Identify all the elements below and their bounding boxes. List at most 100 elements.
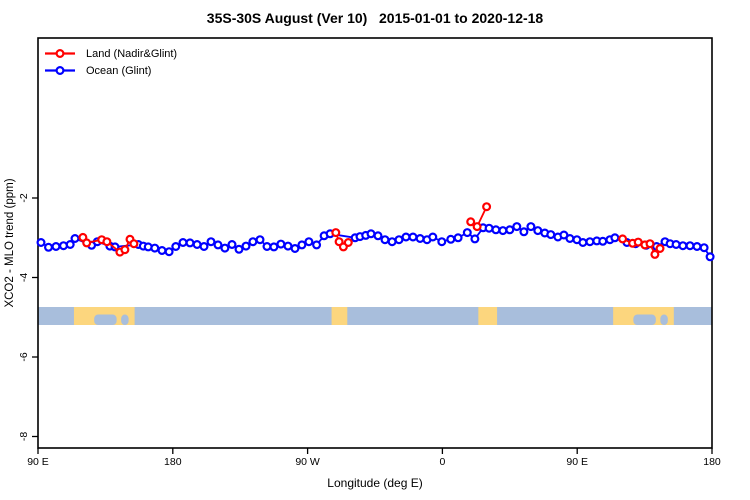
ocean-point bbox=[598, 236, 608, 246]
ocean-point bbox=[157, 246, 167, 256]
land-point bbox=[645, 239, 655, 249]
ocean-point bbox=[526, 222, 536, 232]
ocean-point bbox=[297, 240, 307, 250]
x-tick-label: 90 E bbox=[27, 456, 49, 468]
ocean-point bbox=[150, 243, 160, 253]
map-strip-coast-bite bbox=[660, 314, 668, 325]
legend-item-land: Land (Nadir&Glint) bbox=[44, 45, 177, 62]
land-point bbox=[331, 228, 341, 238]
x-tick-label: 90 W bbox=[295, 456, 320, 468]
ocean-point bbox=[269, 242, 279, 252]
land-point bbox=[650, 249, 660, 259]
ocean-point bbox=[565, 234, 575, 244]
ocean-point bbox=[366, 229, 376, 239]
ocean-point bbox=[185, 238, 195, 248]
ocean-point bbox=[206, 237, 216, 247]
ocean-point bbox=[290, 244, 300, 254]
ocean-point bbox=[192, 240, 202, 250]
legend: Land (Nadir&Glint) Ocean (Glint) bbox=[44, 45, 177, 79]
land-point bbox=[466, 217, 476, 227]
ocean-point bbox=[304, 237, 314, 247]
ocean-point bbox=[276, 239, 286, 249]
ocean-point bbox=[546, 230, 556, 240]
ocean-point bbox=[585, 237, 595, 247]
land-series-marker-icon bbox=[45, 48, 75, 59]
ocean-point bbox=[51, 242, 61, 252]
ocean-point bbox=[43, 242, 53, 252]
ocean-point bbox=[705, 252, 715, 262]
ocean-point bbox=[255, 235, 265, 245]
map-strip-land bbox=[478, 307, 498, 325]
x-axis-title: Longitude (deg E) bbox=[327, 476, 423, 490]
ocean-point bbox=[446, 234, 456, 244]
x-tick-label: 0 bbox=[439, 456, 445, 468]
chart-title: 35S-30S August (Ver 10) 2015-01-01 to 20… bbox=[206, 10, 544, 26]
map-strip-coast-bite bbox=[633, 314, 656, 325]
x-tick-label: 180 bbox=[703, 456, 721, 468]
ocean-point bbox=[519, 227, 529, 237]
ocean-point bbox=[199, 242, 209, 252]
ocean-series-marker-icon bbox=[45, 65, 75, 76]
ocean-point bbox=[394, 235, 404, 245]
ocean-point bbox=[380, 235, 390, 245]
ocean-point bbox=[387, 237, 397, 247]
ocean-point bbox=[415, 234, 425, 244]
ocean-point bbox=[491, 225, 501, 235]
ocean-point bbox=[283, 241, 293, 251]
x-tick-label: 180 bbox=[164, 456, 182, 468]
ocean-point bbox=[178, 238, 188, 248]
ocean-point bbox=[470, 234, 480, 244]
legend-label-land: Land (Nadir&Glint) bbox=[86, 47, 178, 60]
ocean-point bbox=[462, 228, 472, 238]
map-strip-ocean bbox=[38, 307, 712, 325]
ocean-point bbox=[213, 240, 223, 250]
ocean-point bbox=[36, 238, 46, 248]
ocean-point bbox=[312, 240, 322, 250]
ocean-point bbox=[241, 241, 251, 251]
ocean-point bbox=[248, 237, 258, 247]
land-point bbox=[343, 238, 353, 248]
ocean-point bbox=[262, 242, 272, 252]
land-point bbox=[618, 234, 628, 244]
y-tick-label: -6 bbox=[18, 352, 30, 361]
ocean-point bbox=[437, 237, 447, 247]
ocean-point bbox=[453, 233, 463, 243]
y-tick-label: -4 bbox=[18, 273, 30, 282]
ocean-point bbox=[671, 240, 681, 250]
ocean-point bbox=[578, 238, 588, 248]
ocean-point bbox=[220, 243, 230, 253]
ocean-point bbox=[65, 240, 75, 250]
ocean-point bbox=[428, 232, 438, 242]
legend-label-ocean: Ocean (Glint) bbox=[86, 64, 152, 77]
map-strip-land bbox=[331, 307, 348, 325]
land-point bbox=[482, 202, 492, 212]
map-strip-coast-bite bbox=[121, 314, 129, 325]
ocean-point bbox=[678, 241, 688, 251]
ocean-point bbox=[512, 222, 522, 232]
ocean-point bbox=[685, 241, 695, 251]
y-axis-title: XCO2 - MLO trend (ppm) bbox=[4, 178, 16, 308]
ocean-point bbox=[699, 243, 709, 253]
land-point bbox=[120, 245, 130, 255]
land-point bbox=[82, 238, 92, 248]
land-point bbox=[129, 239, 139, 249]
ocean-point bbox=[227, 240, 237, 250]
legend-item-ocean: Ocean (Glint) bbox=[44, 62, 177, 79]
ocean-point bbox=[505, 225, 515, 235]
ocean-point bbox=[408, 232, 418, 242]
ocean-point bbox=[533, 226, 543, 236]
ocean-point bbox=[171, 242, 181, 252]
ocean-point bbox=[610, 233, 620, 243]
map-strip-coast-bite bbox=[94, 314, 117, 325]
land-point bbox=[472, 222, 482, 232]
ocean-point bbox=[164, 247, 174, 257]
ocean-point bbox=[373, 231, 383, 241]
y-tick-label: -8 bbox=[18, 432, 30, 441]
land-point bbox=[102, 237, 112, 247]
x-tick-label: 90 E bbox=[566, 456, 588, 468]
ocean-point bbox=[498, 226, 508, 236]
y-tick-label: -2 bbox=[18, 193, 30, 202]
land-point bbox=[655, 244, 665, 254]
